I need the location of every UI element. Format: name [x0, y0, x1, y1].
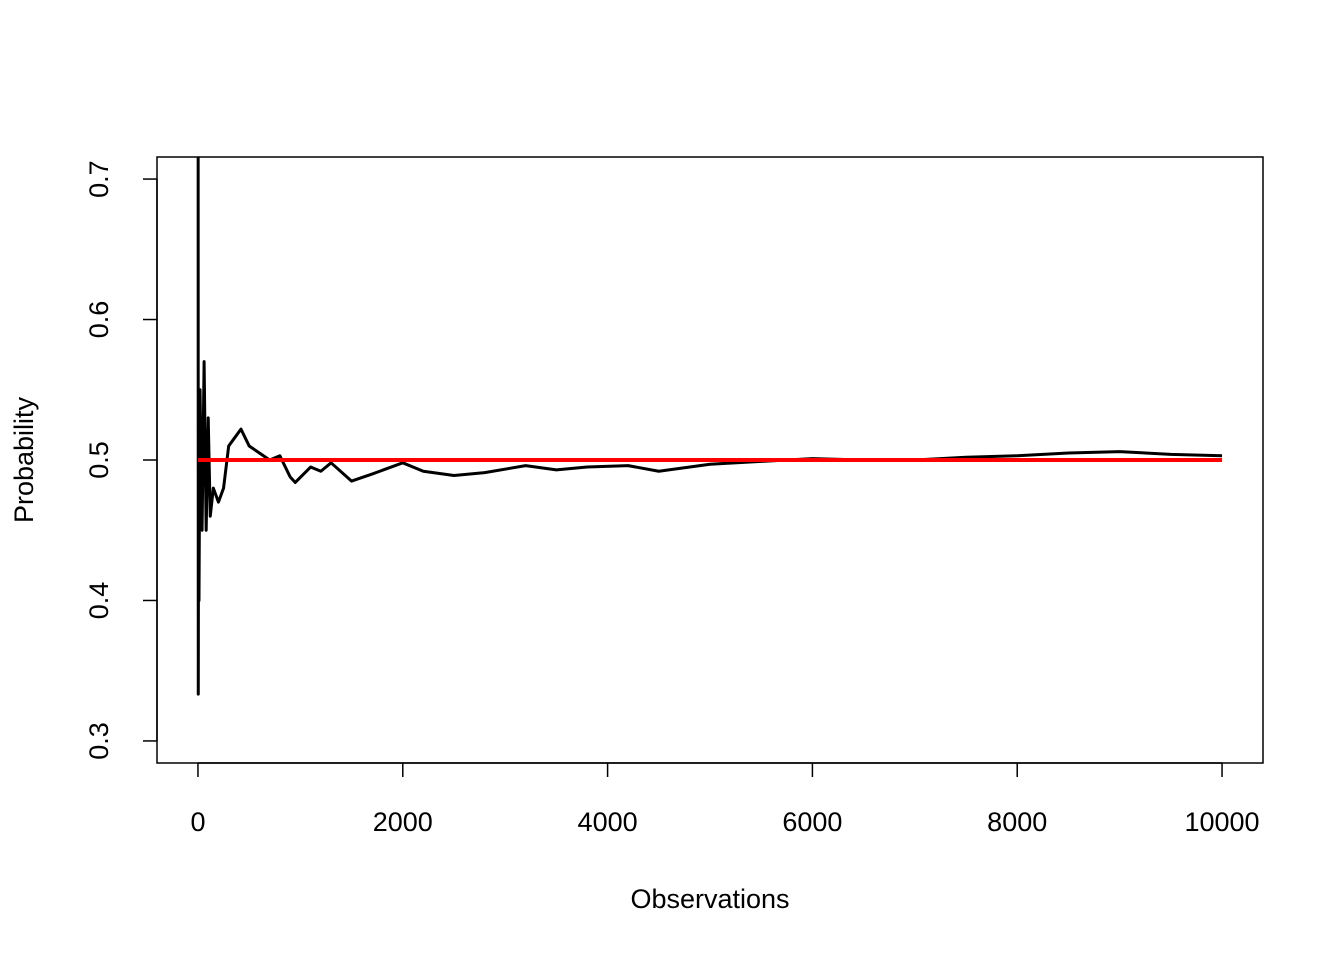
y-tick-label: 0.6 — [84, 301, 114, 339]
x-tick-label: 4000 — [578, 807, 638, 837]
y-axis-label: Probability — [9, 396, 39, 523]
series-line — [196, 157, 1223, 696]
y-tick-label: 0.7 — [84, 160, 114, 198]
x-tick-label: 2000 — [373, 807, 433, 837]
x-tick-label: 10000 — [1184, 807, 1259, 837]
x-tick-label: 6000 — [782, 807, 842, 837]
x-tick-label: 0 — [190, 807, 205, 837]
y-tick-label: 0.4 — [84, 582, 114, 620]
x-tick-label: 8000 — [987, 807, 1047, 837]
x-axis-label: Observations — [630, 884, 789, 914]
y-tick-label: 0.3 — [84, 722, 114, 760]
plot-area — [196, 157, 1223, 696]
y-tick-label: 0.5 — [84, 441, 114, 479]
